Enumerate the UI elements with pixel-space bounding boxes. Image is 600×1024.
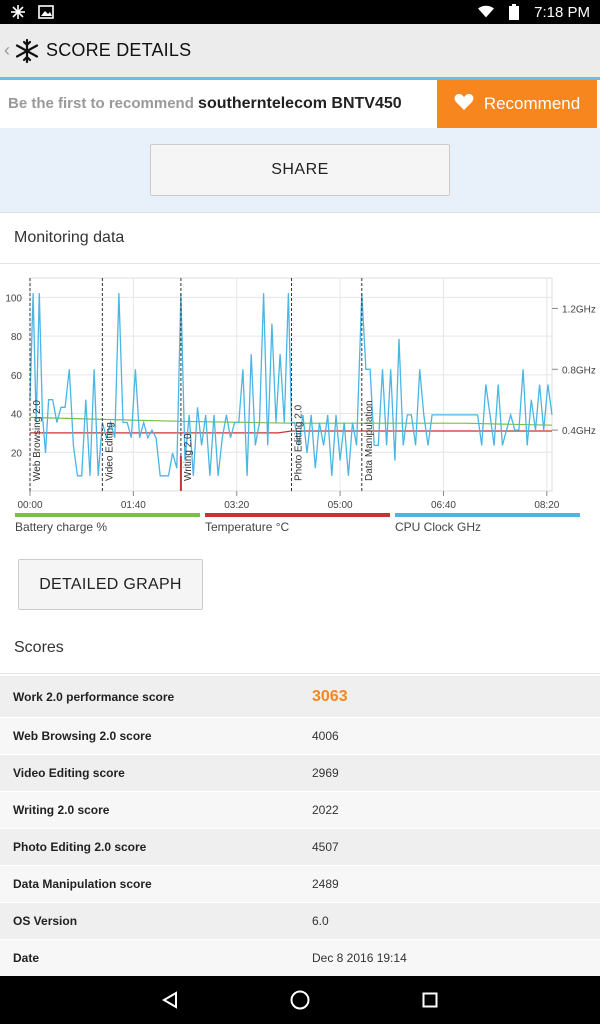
status-time: 7:18 PM	[534, 3, 590, 21]
navigation-bar	[0, 976, 600, 1024]
legend-battery: Battery charge %	[15, 513, 200, 534]
snowflake-icon[interactable]	[14, 38, 40, 64]
x-tick-label: 05:00	[328, 500, 353, 511]
legend-battery-swatch	[15, 513, 200, 517]
legend-temperature: Temperature °C	[205, 513, 390, 534]
score-row: OS Version 6.0	[0, 902, 600, 939]
detailed-graph-button[interactable]: DETAILED GRAPH	[18, 559, 203, 610]
square-recents-icon[interactable]	[410, 980, 450, 1020]
monitoring-chart: 100 80 60 40 20 1.2GHz 0.8GHz 0.4GHz 00:00 01:40 0…	[5, 277, 596, 511]
x-tick-label: 06:40	[431, 500, 456, 511]
score-value: Dec 8 2016 19:14	[312, 951, 407, 965]
score-label: Date	[13, 951, 40, 965]
recommend-text: Be the first to recommend southernteleco…	[0, 95, 402, 113]
score-value: 4507	[312, 840, 339, 854]
battery-icon	[506, 4, 522, 20]
monitoring-card: Monitoring data 100 80 60 40 20 1.2GHz 0.8GHz 0…	[0, 212, 600, 976]
y-tick-label: 40	[11, 410, 23, 421]
y-tick-label: 100	[5, 293, 22, 304]
score-value: 3063	[312, 687, 348, 705]
score-label: Photo Editing 2.0 score	[13, 840, 147, 854]
score-label: Writing 2.0 score	[13, 803, 110, 817]
score-row: Work 2.0 performance score 3063	[0, 675, 600, 717]
legend-battery-label: Battery charge %	[15, 520, 108, 534]
status-bar: 7:18 PM	[0, 0, 600, 24]
score-value: 4006	[312, 729, 339, 743]
heart-icon	[454, 93, 474, 116]
series-line	[29, 293, 553, 477]
score-value: 2489	[312, 877, 339, 891]
device-name: southerntelecom BNTV450	[198, 95, 402, 112]
legend-temperature-swatch	[205, 513, 390, 517]
legend-cpu-swatch	[395, 513, 580, 517]
score-row: Data Manipulation score 2489	[0, 865, 600, 902]
legend-cpu-label: CPU Clock GHz	[395, 520, 482, 534]
section-marker-label: Photo Editing 2.0	[294, 404, 305, 481]
share-button[interactable]: SHARE	[150, 144, 450, 196]
legend-cpu: CPU Clock GHz	[395, 513, 580, 534]
section-marker-label: Writing 2.0	[183, 433, 194, 481]
y-tick-label: 20	[11, 448, 23, 459]
x-tick-label: 08:20	[534, 500, 559, 511]
y2-tick-label: 0.4GHz	[562, 426, 596, 437]
score-value: 2022	[312, 803, 339, 817]
page-title: SCORE DETAILS	[46, 40, 192, 60]
wifi-icon	[478, 4, 495, 20]
triangle-back-icon[interactable]	[150, 980, 190, 1020]
score-label: Work 2.0 performance score	[13, 689, 175, 704]
app-bar: ‹ SCORE DETAILS	[0, 24, 600, 80]
monitoring-title: Monitoring data	[14, 229, 125, 246]
score-label: Video Editing score	[13, 766, 125, 780]
recommend-button-label: Recommend	[483, 94, 581, 113]
divider	[0, 673, 600, 674]
section-marker-label: Video Editing	[104, 422, 115, 481]
score-row: Photo Editing 2.0 score 4507	[0, 828, 600, 865]
score-row: Writing 2.0 score 2022	[0, 791, 600, 828]
y2-tick-label: 0.8GHz	[562, 365, 596, 376]
score-label: Data Manipulation score	[13, 877, 152, 891]
y-tick-label: 60	[11, 371, 23, 382]
x-tick-label: 03:20	[224, 500, 249, 511]
recommend-prompt: Be the first to recommend	[8, 95, 194, 112]
y2-tick-label: 1.2GHz	[562, 304, 596, 315]
gallery-icon	[38, 4, 54, 20]
score-value: 6.0	[312, 914, 329, 928]
score-row: Web Browsing 2.0 score 4006	[0, 717, 600, 754]
y-tick-label: 80	[11, 332, 23, 343]
score-row: Video Editing score 2969	[0, 754, 600, 791]
snowflake-icon	[10, 4, 26, 20]
legend-temperature-label: Temperature °C	[205, 520, 290, 534]
chevron-left-icon[interactable]: ‹	[4, 40, 10, 60]
divider	[0, 263, 600, 264]
score-value: 2969	[312, 766, 339, 780]
recommend-button[interactable]: Recommend	[437, 80, 597, 128]
scores-title: Scores	[14, 639, 64, 656]
score-label: OS Version	[13, 914, 78, 928]
circle-home-icon[interactable]	[280, 980, 320, 1020]
section-marker-label: Web Browsing 2.0	[32, 400, 43, 481]
x-tick-label: 01:40	[121, 500, 146, 511]
x-tick-label: 00:00	[17, 500, 42, 511]
recommend-row: Be the first to recommend southernteleco…	[0, 80, 600, 128]
section-marker-label: Data Manipulation	[364, 400, 375, 481]
score-label: Web Browsing 2.0 score	[13, 729, 152, 743]
score-row: Date Dec 8 2016 19:14	[0, 939, 600, 976]
